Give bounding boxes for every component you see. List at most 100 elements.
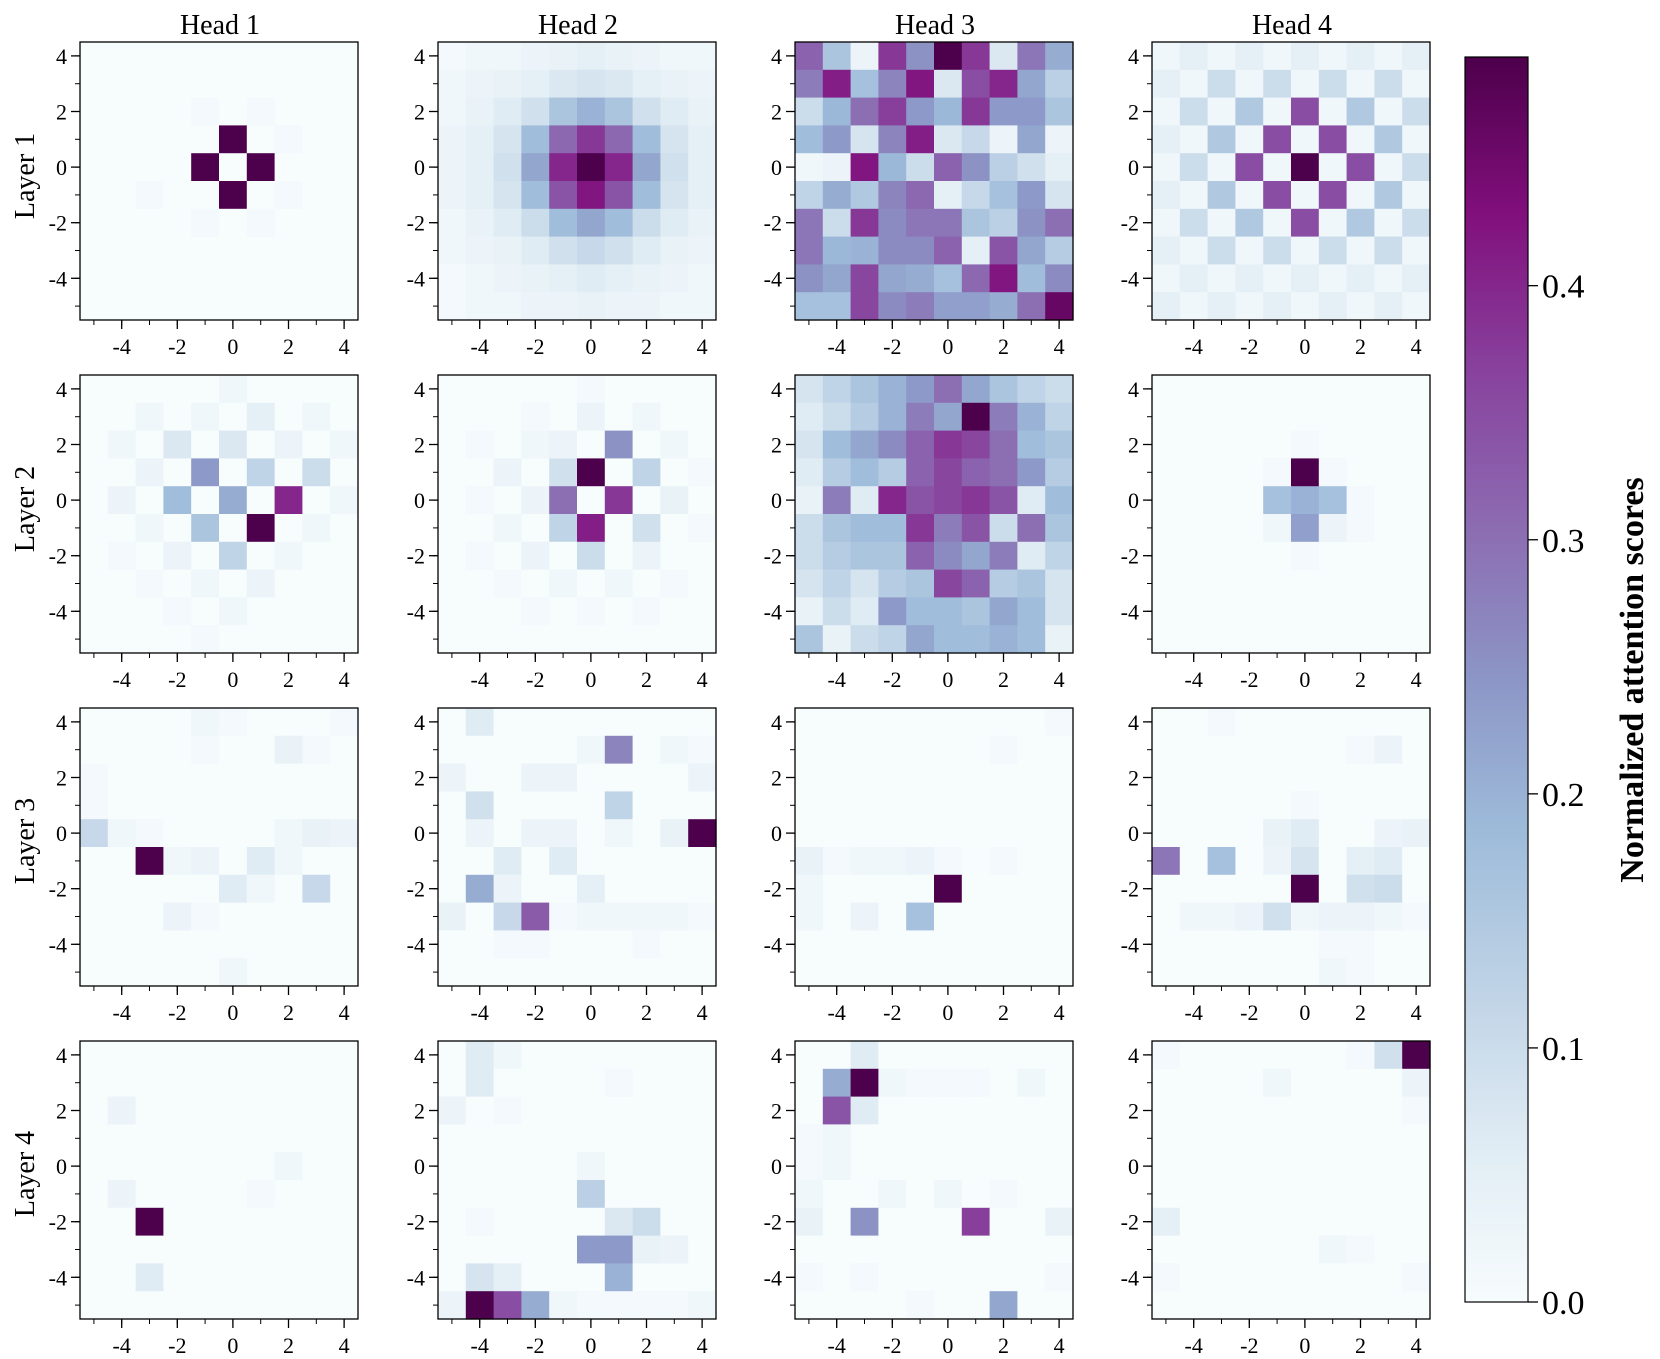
heatmap-cell [302, 930, 331, 959]
heatmap-cell [521, 208, 550, 238]
heatmap-cell [632, 97, 661, 126]
heatmap-cell [107, 69, 137, 99]
heatmap-cell [1402, 402, 1431, 432]
heatmap-cell [135, 1124, 164, 1153]
heatmap-cell [1318, 430, 1348, 459]
heatmap-cell [1045, 125, 1074, 154]
heatmap-cell [906, 735, 935, 765]
heatmap-cell [850, 181, 879, 210]
heatmap-cell [822, 486, 852, 515]
heatmap-cell [438, 125, 467, 154]
heatmap-cell [577, 1096, 606, 1125]
heatmap-cell [906, 1180, 935, 1209]
heatmap-cell [934, 458, 963, 487]
heatmap-cell [577, 597, 606, 626]
heatmap-cell [989, 208, 1018, 238]
heatmap-cell [850, 569, 879, 598]
heatmap-cell [1152, 708, 1181, 737]
heatmap-cell [549, 874, 578, 904]
heatmap-cell [1318, 42, 1348, 71]
heatmap-cell [822, 625, 852, 654]
heatmap-cell [1235, 181, 1264, 210]
heatmap-cell [1374, 819, 1403, 848]
colorbar-tick-label: 0.0 [1542, 1285, 1585, 1322]
heatmap-cell [1235, 1180, 1264, 1209]
heatmap-cell [795, 208, 824, 238]
heatmap-cell [438, 486, 467, 515]
heatmap-cell [1235, 486, 1264, 515]
heatmap-cell [688, 1124, 717, 1153]
heatmap-cell [163, 1152, 192, 1181]
heatmap-cell [688, 1068, 717, 1098]
heatmap-cell [989, 1207, 1018, 1237]
heatmap-cell [219, 1291, 248, 1320]
x-tick-label: 2 [641, 1333, 652, 1358]
heatmap-cell [961, 541, 991, 571]
heatmap-cell [632, 819, 661, 848]
heatmap-cell [1179, 42, 1209, 71]
heatmap-cell [989, 181, 1018, 210]
heatmap-cell [1318, 1263, 1348, 1292]
heatmap-cell [1346, 625, 1375, 654]
heatmap-cell [604, 902, 634, 931]
heatmap-cell [521, 402, 550, 432]
heatmap-cell [604, 625, 634, 654]
heatmap-cell [163, 625, 192, 654]
heatmap-cell [107, 181, 137, 210]
heatmap-cell [302, 292, 331, 321]
heatmap-cell [549, 236, 578, 265]
heatmap-cell [219, 236, 248, 265]
colorbar-tick-label: 0.2 [1542, 777, 1585, 814]
heatmap-cell [1045, 902, 1074, 931]
heatmap-cell [1291, 375, 1320, 404]
heatmap-cell [1017, 208, 1046, 238]
x-tick-label: 4 [339, 334, 350, 359]
heatmap-cell [191, 1207, 220, 1237]
heatmap-cell [934, 402, 963, 432]
heatmap-cell [632, 541, 661, 571]
heatmap-cell [274, 708, 303, 737]
y-tick-label: 0 [1128, 821, 1139, 846]
heatmap-cell [688, 1152, 717, 1181]
heatmap-cell [878, 958, 907, 987]
heatmap-cell [1318, 597, 1348, 626]
heatmap-cell [850, 264, 879, 293]
heatmap-cell [191, 1152, 220, 1181]
heatmap-cell [1291, 1263, 1320, 1292]
heatmap-cell [80, 847, 109, 876]
x-tick-label: 2 [641, 667, 652, 692]
heatmap-cell [219, 69, 248, 99]
heatmap-cell [822, 1068, 852, 1098]
heatmap-cell [906, 902, 935, 931]
heatmap-cell [1045, 541, 1074, 571]
heatmap-cell [1152, 292, 1181, 321]
heatmap-cell [989, 375, 1018, 404]
heatmap-cell [660, 97, 689, 126]
heatmap-cell [577, 1041, 606, 1070]
heatmap-cell [1179, 958, 1209, 987]
x-tick-label: 4 [1054, 1333, 1065, 1358]
heatmap-cell [1017, 791, 1046, 820]
heatmap-cell [1179, 597, 1209, 626]
heatmap-cell [1402, 1041, 1431, 1070]
heatmap-cell [191, 1180, 220, 1209]
heatmap-cell [438, 402, 467, 432]
heatmap-cell [163, 208, 192, 238]
heatmap-cell [906, 1152, 935, 1181]
heatmap-cell [219, 402, 248, 432]
heatmap-cell [1346, 791, 1375, 820]
y-tick-label: 4 [771, 1043, 782, 1068]
heatmap-cell [961, 597, 991, 626]
heatmap-cell [688, 69, 717, 99]
heatmap-cell [688, 292, 717, 321]
heatmap-cell [135, 569, 164, 598]
heatmap-cell [80, 541, 109, 571]
y-tick-label: 4 [56, 1043, 67, 1068]
heatmap-cell [246, 458, 276, 487]
x-tick-label: 2 [998, 334, 1009, 359]
heatmap-cell [135, 847, 164, 876]
y-tick-label: 4 [414, 1043, 425, 1068]
heatmap-cell [1318, 625, 1348, 654]
heatmap-cell [632, 1207, 661, 1237]
heatmap-cell [934, 153, 963, 182]
